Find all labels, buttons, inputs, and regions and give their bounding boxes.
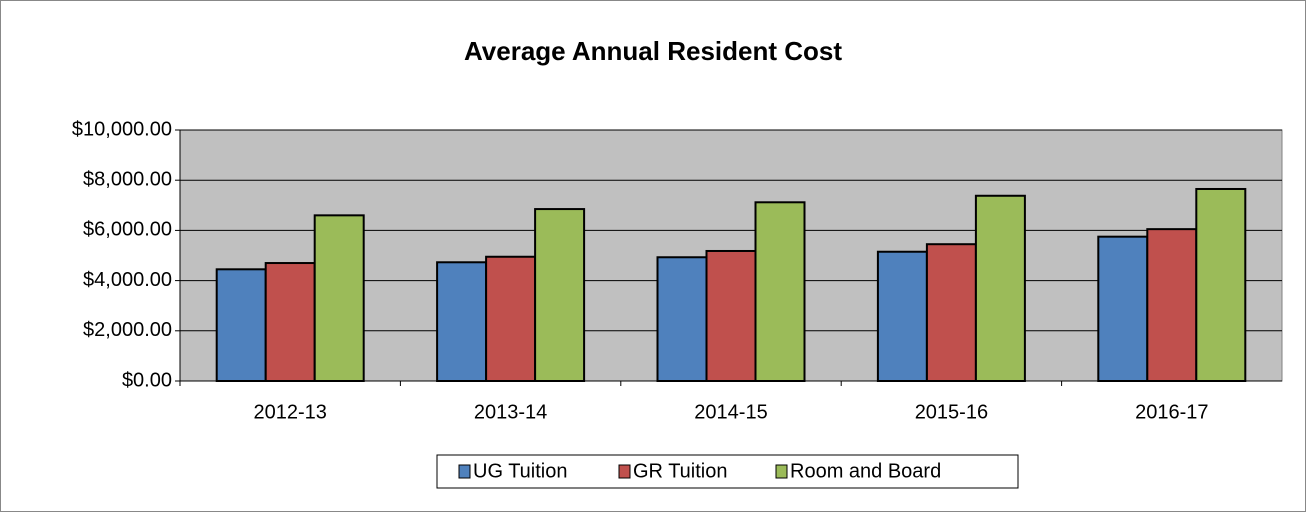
bar [974, 194, 1026, 382]
legend-swatch [618, 464, 631, 479]
bar [313, 214, 365, 382]
y-tick-label: $0.00 [122, 369, 172, 391]
bar [436, 261, 488, 383]
legend-box [436, 454, 1019, 489]
legend-swatch [775, 464, 788, 479]
bar [925, 243, 977, 382]
bar [534, 208, 586, 382]
y-tick-label: $4,000.00 [83, 269, 172, 291]
x-tick-label: 2016-17 [1135, 401, 1208, 423]
bar [1097, 235, 1149, 382]
bar [1195, 187, 1247, 382]
bar [264, 262, 316, 382]
x-tick-label: 2014-15 [694, 401, 767, 423]
bar [656, 256, 708, 382]
legend-label: GR Tuition [633, 460, 727, 482]
y-tick-label: $10,000.00 [72, 118, 172, 140]
chart-title: Average Annual Resident Cost [464, 36, 842, 66]
bar [1146, 228, 1198, 382]
bar [705, 249, 757, 382]
x-tick-label: 2013-14 [474, 401, 547, 423]
bar [215, 268, 267, 382]
y-tick-label: $8,000.00 [83, 168, 172, 190]
y-tick-label: $2,000.00 [83, 319, 172, 341]
y-tick-label: $6,000.00 [83, 219, 172, 241]
bar [485, 255, 537, 383]
legend-swatch [458, 464, 471, 479]
bar [754, 201, 806, 382]
bar [876, 250, 928, 382]
x-tick-label: 2015-16 [915, 401, 988, 423]
x-tick-label: 2012-13 [253, 401, 326, 423]
legend-label: UG Tuition [473, 460, 567, 482]
legend-label: Room and Board [790, 460, 941, 482]
